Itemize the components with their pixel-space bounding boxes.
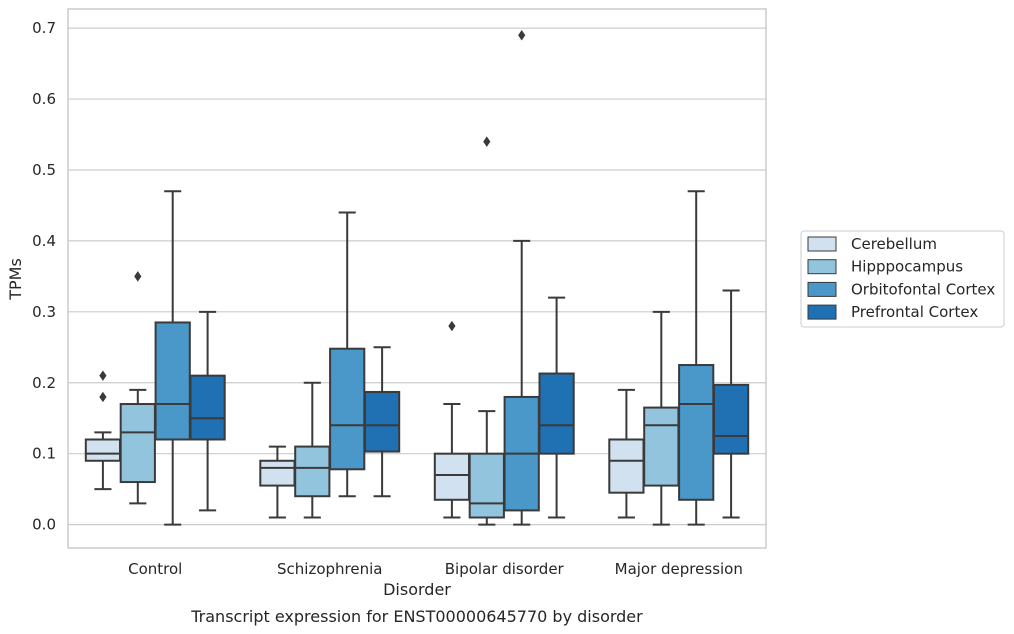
box-orbitofontal-cortex <box>678 190 715 526</box>
outlier-point <box>134 271 142 282</box>
box-orbitofontal-cortex <box>154 190 191 526</box>
x-tick-label: Major depression <box>615 560 743 578</box>
box-orbitofontal-cortex <box>329 211 366 498</box>
legend-label: Cerebellum <box>851 235 937 253</box>
box-iqr <box>678 364 715 501</box>
x-tick-label: Schizophrenia <box>277 560 382 578</box>
box-iqr <box>608 438 645 494</box>
x-tick-label: Control <box>128 560 182 578</box>
legend-swatch <box>807 304 837 320</box>
y-tick-label: 0.7 <box>32 19 56 37</box>
box-iqr <box>433 452 471 501</box>
box-iqr <box>538 372 575 455</box>
legend: Cerebellum Hipppocampus Orbitofontal Corte… <box>800 230 1005 328</box>
y-tick-label: 0.4 <box>32 232 56 250</box>
box-iqr <box>712 383 750 455</box>
box-prefrontal-cortex <box>712 289 750 519</box>
box-iqr <box>154 321 191 441</box>
box-iqr <box>119 403 156 484</box>
legend-swatch <box>807 281 837 297</box>
y-tick-label: 0.2 <box>32 374 56 392</box>
legend-label: Hipppocampus <box>851 258 963 276</box>
y-tick-label: 0.3 <box>32 303 56 321</box>
box-iqr <box>259 459 296 487</box>
box-iqr <box>329 347 366 471</box>
box-hipppocampus <box>643 310 680 526</box>
box-hipppocampus <box>119 271 156 505</box>
outlier-point <box>99 370 107 381</box>
outlier-point <box>99 391 107 403</box>
legend-frame <box>800 230 1005 328</box>
x-tick-labels: Control Schizophrenia Bipolar disorder Majo… <box>128 560 743 578</box>
y-tick-label: 0.6 <box>32 90 56 108</box>
y-axis-label: TPMs <box>6 258 25 301</box>
chart-caption: Transcript expression for ENST0000064577… <box>190 607 643 626</box>
box-iqr <box>643 406 680 487</box>
y-tick-label: 0.0 <box>32 516 56 534</box>
box-cerebellum <box>259 445 296 519</box>
box-iqr <box>468 452 505 519</box>
y-tick-labels: 0.0 0.1 0.2 0.3 0.4 0.5 0.6 0.7 <box>32 19 56 533</box>
box-cerebellum <box>608 388 645 519</box>
legend-swatch <box>807 259 837 275</box>
box-prefrontal-cortex <box>538 296 575 519</box>
box-prefrontal-cortex <box>363 346 401 498</box>
box-hipppocampus <box>468 136 505 526</box>
outlier-point <box>483 136 491 147</box>
outlier-point <box>518 30 526 41</box>
box-cerebellum <box>84 370 122 491</box>
box-prefrontal-cortex <box>189 310 226 512</box>
y-tick-label: 0.1 <box>32 445 56 463</box>
box-iqr <box>84 438 122 462</box>
outlier-point <box>448 320 456 332</box>
box-orbitofontal-cortex <box>503 30 540 526</box>
box-iqr <box>363 390 401 453</box>
y-tick-label: 0.5 <box>32 161 56 179</box>
box-layer <box>84 30 750 526</box>
box-hipppocampus <box>294 381 331 519</box>
legend-label: Prefrontal Cortex <box>851 303 978 321</box>
plot-frame <box>67 8 767 549</box>
x-tick-label: Bipolar disorder <box>445 560 565 578</box>
legend-swatch <box>807 236 837 252</box>
legend-label: Orbitofontal Cortex <box>851 280 995 298</box>
box-cerebellum <box>433 320 471 519</box>
box-iqr <box>189 374 226 441</box>
box-iqr <box>294 445 331 498</box>
x-axis-label: Disorder <box>383 580 451 599</box>
